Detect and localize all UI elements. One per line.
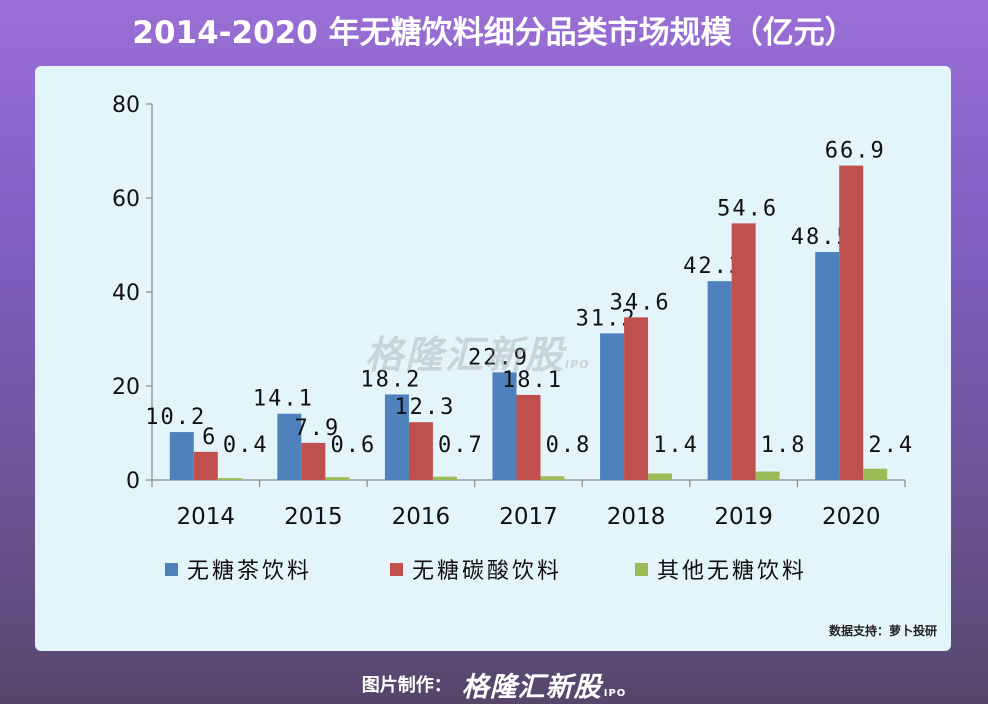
page-title: 2014-2020 年无糖饮料细分品类市场规模（亿元）	[132, 15, 856, 51]
x-tick-label: 2020	[822, 504, 881, 530]
bar	[839, 165, 864, 480]
brand-logo: 格隆汇新股 IPO	[462, 665, 627, 704]
footer: 图片制作： 格隆汇新股 IPO	[0, 664, 988, 704]
y-tick-label: 40	[112, 281, 140, 306]
bar	[408, 422, 433, 480]
data-label: 6	[202, 425, 217, 450]
x-tick-label: 2017	[499, 504, 558, 530]
legend-swatch	[635, 563, 648, 576]
bar	[755, 471, 780, 480]
x-tick-label: 2019	[714, 504, 773, 530]
source-note: 数据支持：萝卜投研	[828, 624, 937, 638]
bar	[325, 477, 350, 480]
bar	[217, 478, 242, 480]
brand-sub: IPO	[603, 687, 627, 699]
data-label: 12.3	[394, 395, 455, 420]
x-tick-label: 2014	[177, 504, 236, 530]
watermark-sub: IPO	[565, 358, 590, 371]
watermark-logo: 格隆汇新股IPO	[365, 324, 590, 379]
data-label: 66.9	[825, 139, 886, 164]
brand-name: 格隆汇新股	[461, 671, 602, 703]
x-tick-label: 2018	[607, 504, 666, 530]
bar	[169, 432, 194, 480]
data-label: 1.8	[761, 433, 807, 458]
data-label: 2.4	[868, 433, 914, 458]
data-label: 1.4	[653, 433, 699, 458]
bar	[492, 372, 517, 480]
bar	[301, 442, 326, 480]
legend-label: 其他无糖饮料	[657, 559, 807, 584]
bar-chart: 0 20 40 60 80 2014 2015 2016 2017 2018 2019 2020 10.…	[112, 93, 914, 584]
bar	[277, 413, 302, 480]
x-tick-label: 2016	[392, 504, 451, 530]
bar	[707, 281, 732, 480]
bar	[815, 252, 840, 480]
bar	[600, 333, 625, 480]
y-tick-label: 0	[126, 469, 140, 494]
x-tick-label: 2015	[284, 504, 343, 530]
legend-label: 无糖茶饮料	[187, 559, 312, 584]
bar	[516, 394, 541, 480]
legend-swatch	[390, 563, 403, 576]
bar	[193, 451, 218, 480]
data-label: 14.1	[253, 387, 314, 412]
bar	[731, 223, 756, 480]
data-label: 18.1	[502, 368, 563, 393]
bar	[432, 476, 457, 480]
bar	[624, 317, 649, 480]
legend-label: 无糖碳酸饮料	[412, 559, 562, 584]
data-label: 0.8	[546, 433, 592, 458]
bar	[384, 394, 409, 480]
bar	[648, 473, 673, 480]
y-tick-label: 20	[112, 375, 140, 400]
data-label: 54.6	[717, 196, 778, 221]
bar	[540, 476, 565, 480]
y-tick-label: 60	[112, 187, 140, 212]
data-label: 0.4	[223, 433, 269, 458]
watermark-text: 格隆汇新股	[365, 333, 566, 377]
data-label: 18.2	[360, 367, 421, 392]
data-label: 0.7	[438, 433, 484, 458]
credit-label: 图片制作：	[361, 675, 452, 696]
y-tick-label: 80	[112, 93, 140, 118]
data-label: 7.9	[294, 416, 340, 441]
data-label: 10.2	[145, 405, 206, 430]
bar	[863, 468, 888, 480]
legend-swatch	[165, 563, 178, 576]
data-label: 0.6	[330, 433, 376, 458]
data-label: 22.9	[468, 345, 529, 370]
chart-card: 0 20 40 60 80 2014 2015 2016 2017 2018 2019 2020 10.…	[35, 66, 951, 651]
data-label: 34.6	[610, 290, 671, 315]
